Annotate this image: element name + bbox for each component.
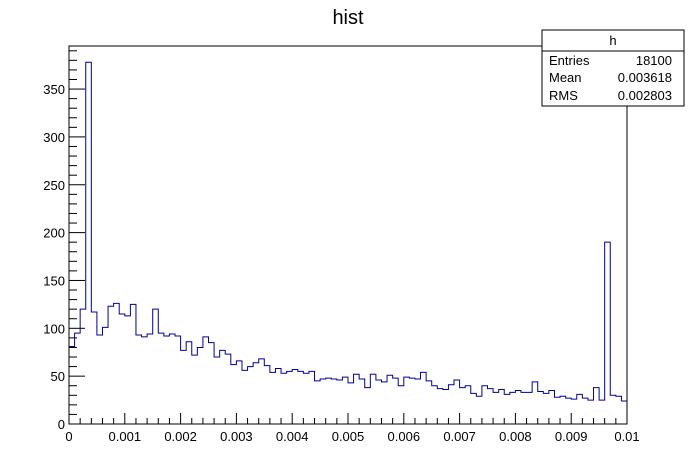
stats-box-frame: [541, 29, 685, 107]
x-tick-label: 0.004: [276, 429, 309, 444]
y-axis: 0 50 100 150 200 250 300 350: [43, 50, 85, 432]
x-tick-label: 0.005: [332, 429, 365, 444]
y-tick-label: 200: [43, 226, 65, 241]
x-tick-label: 0.009: [555, 429, 588, 444]
stats-value-rms: 0.002803: [618, 88, 672, 103]
x-tick-label: 0.002: [164, 429, 197, 444]
y-tick-label: 300: [43, 130, 65, 145]
stats-box: h Entries 18100 Mean 0.003618 RMS 0.0028…: [541, 29, 685, 107]
stats-value-mean: 0.003618: [618, 70, 672, 85]
x-tick-label: 0.01: [614, 429, 639, 444]
stats-value-entries: 18100: [636, 53, 672, 68]
y-tick-label: 50: [51, 369, 65, 384]
x-tick-label: 0.006: [388, 429, 421, 444]
stats-box-title: h: [609, 33, 616, 48]
stats-label-mean: Mean: [549, 70, 582, 85]
histogram-series: [69, 61, 627, 402]
y-tick-label: 100: [43, 321, 65, 336]
y-tick-label: 150: [43, 273, 65, 288]
x-tick-label: 0.008: [499, 429, 532, 444]
stats-label-entries: Entries: [549, 53, 590, 68]
x-tick-label: 0.007: [443, 429, 476, 444]
x-axis: 0 0.001 0.002 0.003 0.004 0.005 0.006 0.007 0.00…: [65, 413, 640, 444]
x-tick-label: 0.003: [220, 429, 253, 444]
stats-label-rms: RMS: [549, 88, 578, 103]
y-tick-label: 350: [43, 82, 65, 97]
x-tick-label: 0.001: [109, 429, 142, 444]
y-tick-label: 0: [58, 417, 65, 432]
chart-title: hist: [332, 7, 364, 29]
y-tick-label: 250: [43, 178, 65, 193]
x-tick-label: 0: [65, 429, 72, 444]
